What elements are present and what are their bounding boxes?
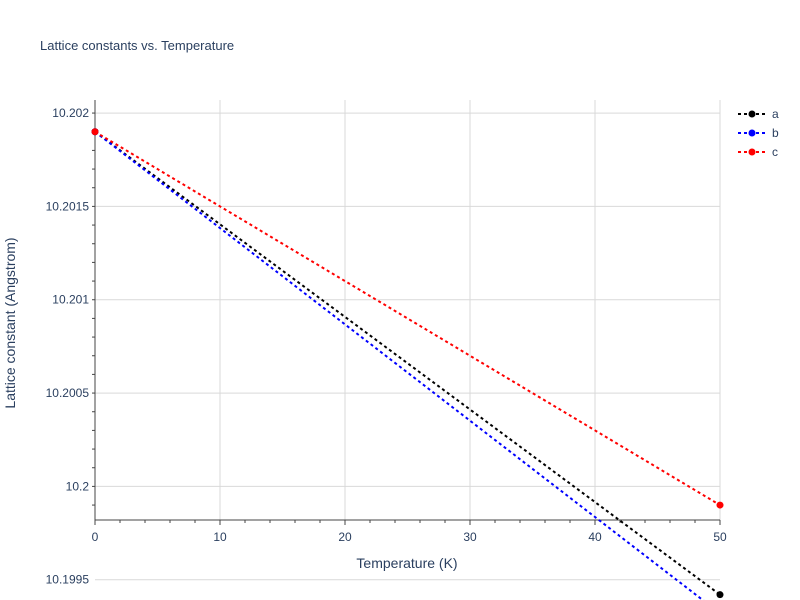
legend[interactable]: abc xyxy=(738,107,779,159)
legend-label: a xyxy=(772,107,779,121)
legend-item-b[interactable]: b xyxy=(738,126,779,140)
legend-item-c[interactable]: c xyxy=(738,145,778,159)
legend-item-a[interactable]: a xyxy=(738,107,779,121)
y-tick-label: 10.2015 xyxy=(46,199,90,213)
series-c xyxy=(91,128,724,509)
legend-marker xyxy=(748,148,756,156)
y-axis-title: Lattice constant (Angstrom) xyxy=(2,237,18,408)
chart-title: Lattice constants vs. Temperature xyxy=(40,38,234,53)
x-tick-label: 40 xyxy=(588,530,602,544)
y-tick-label: 10.1995 xyxy=(46,573,90,587)
y-tick-label: 10.2005 xyxy=(46,386,90,400)
series-a xyxy=(91,128,724,599)
legend-marker xyxy=(748,110,756,118)
data-point-c xyxy=(91,128,99,136)
x-tick-label: 20 xyxy=(338,530,352,544)
series-line-a xyxy=(94,130,721,596)
legend-label: c xyxy=(772,145,778,159)
grid-layer xyxy=(95,100,721,581)
data-point-c xyxy=(716,501,724,509)
data-point-a xyxy=(716,591,724,599)
series-line-c xyxy=(94,130,721,506)
series-layer xyxy=(91,128,724,600)
series-line-b xyxy=(94,130,705,600)
legend-marker xyxy=(748,129,756,137)
x-tick-label: 50 xyxy=(713,530,727,544)
axis-layer: 0 10 20 30 40 50 10.1995 10.2 10.2005 10.201 10.20… xyxy=(46,100,727,587)
x-tick-label: 30 xyxy=(463,530,477,544)
y-tick-label: 10.202 xyxy=(52,106,89,120)
x-axis-title: Temperature (K) xyxy=(356,555,457,571)
y-tick-label: 10.2 xyxy=(66,479,90,493)
x-tick-label: 0 xyxy=(92,530,99,544)
series-b xyxy=(91,128,705,600)
y-tick-label: 10.201 xyxy=(52,293,89,307)
legend-label: b xyxy=(772,126,779,140)
x-tick-label: 10 xyxy=(213,530,227,544)
